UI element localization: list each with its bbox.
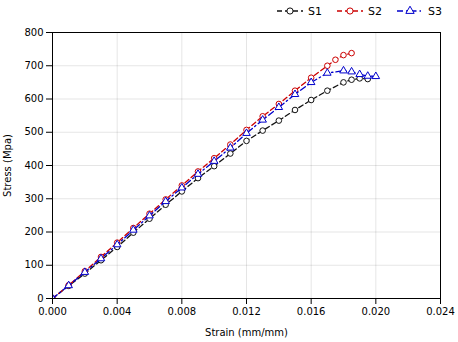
svg-text:200: 200	[24, 226, 43, 237]
svg-text:400: 400	[24, 160, 43, 171]
svg-text:0.000: 0.000	[38, 306, 67, 317]
svg-text:700: 700	[24, 60, 43, 71]
svg-text:500: 500	[24, 126, 43, 137]
svg-text:Stress (Mpa): Stress (Mpa)	[2, 134, 13, 197]
html-text:S3: S3	[428, 4, 442, 18]
svg-text:100: 100	[24, 259, 43, 270]
html-text:S2: S2	[368, 4, 382, 18]
svg-text:0.012: 0.012	[232, 306, 261, 317]
svg-text:Strain (mm/mm): Strain (mm/mm)	[205, 327, 288, 338]
svg-text:600: 600	[24, 93, 43, 104]
svg-text:800: 800	[24, 27, 43, 38]
svg-text:0: 0	[37, 293, 43, 304]
svg-text:300: 300	[24, 193, 43, 204]
svg-text:0.020: 0.020	[362, 306, 391, 317]
html-text:S1: S1	[308, 4, 322, 18]
svg-text:0.016: 0.016	[297, 306, 326, 317]
svg-text:0.024: 0.024	[426, 306, 455, 317]
svg-text:0.008: 0.008	[168, 306, 197, 317]
svg-text:0.004: 0.004	[103, 306, 132, 317]
